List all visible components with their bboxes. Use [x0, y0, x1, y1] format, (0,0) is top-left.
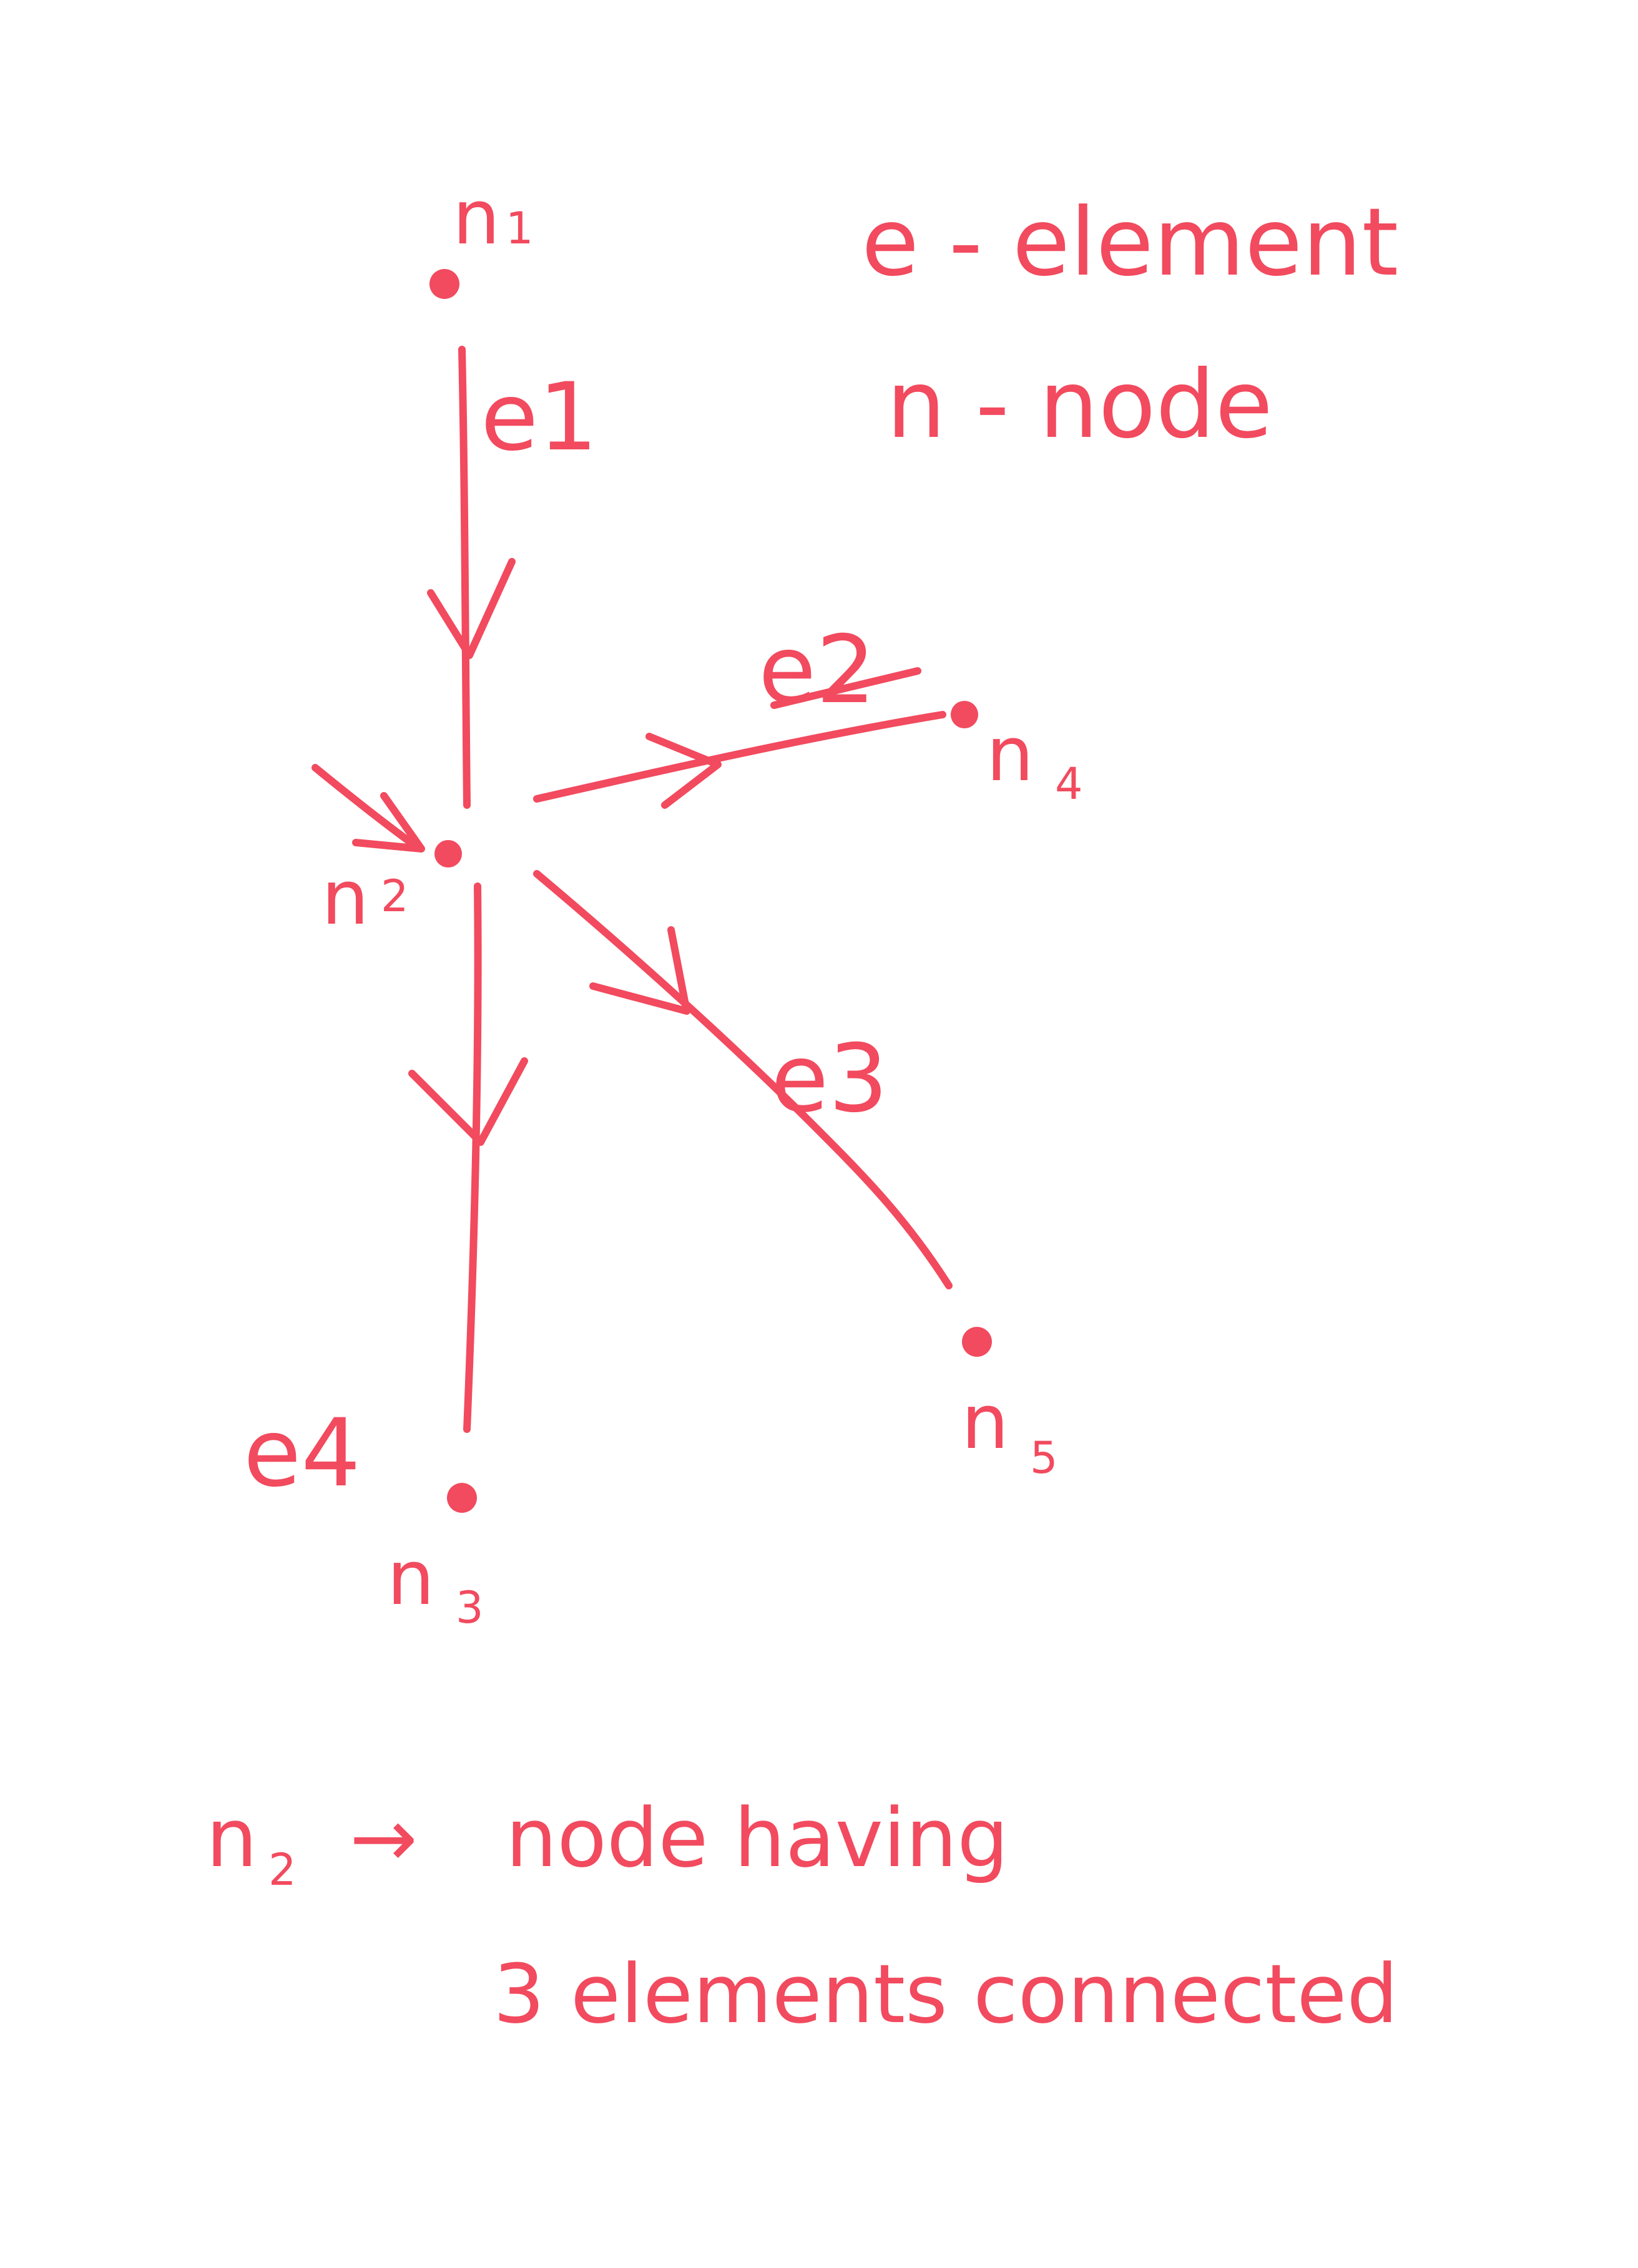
edge-e1: e1	[427, 346, 598, 809]
node-n5-dot	[962, 1327, 992, 1357]
legend: e - element n - node	[861, 188, 1398, 459]
incoming-arrow-n2	[311, 764, 425, 853]
node-n4-dot	[951, 701, 978, 728]
node-n4-label: n	[986, 711, 1034, 798]
node-n2-subscript: 2	[381, 871, 409, 922]
note-subject: n	[206, 1791, 257, 1885]
note-line-2: 3 elements connected	[493, 1947, 1398, 2041]
node-n1-subscript: 1	[506, 203, 534, 254]
edge-e2-label: e2	[758, 616, 876, 725]
node-n5-label: n	[961, 1379, 1009, 1466]
legend-element: e - element	[861, 188, 1398, 297]
node-n3: n 3	[387, 1483, 484, 1633]
node-n3-label: n	[387, 1535, 434, 1622]
note-subject-subscript: 2	[268, 1844, 297, 1895]
note-arrow: →	[350, 1791, 418, 1885]
note-line-1: node having	[506, 1791, 1009, 1885]
node-n2-label: n	[321, 855, 369, 942]
edge-e1-label: e1	[481, 363, 598, 472]
edge-e3: e3	[533, 870, 953, 1289]
note: n 2 → node having 3 elements connected	[206, 1791, 1398, 2041]
node-n2: n 2	[321, 840, 462, 942]
node-n1-dot	[429, 269, 459, 299]
node-n1: n 1	[429, 175, 534, 299]
edge-e4-label: e4	[243, 1399, 361, 1508]
legend-node: n - node	[886, 351, 1273, 459]
node-n3-dot	[447, 1483, 477, 1513]
edge-e3-label: e3	[771, 1025, 888, 1133]
node-n5-subscript: 5	[1030, 1432, 1058, 1483]
node-n3-subscript: 3	[456, 1582, 484, 1633]
edge-e2: e2	[533, 616, 946, 809]
edge-e4: e4	[243, 882, 528, 1508]
node-n4: n 4	[951, 701, 1083, 809]
node-n4-subscript: 4	[1055, 758, 1083, 809]
node-n1-label: n	[453, 175, 500, 262]
node-n2-dot	[434, 840, 462, 868]
node-n5: n 5	[961, 1327, 1058, 1483]
